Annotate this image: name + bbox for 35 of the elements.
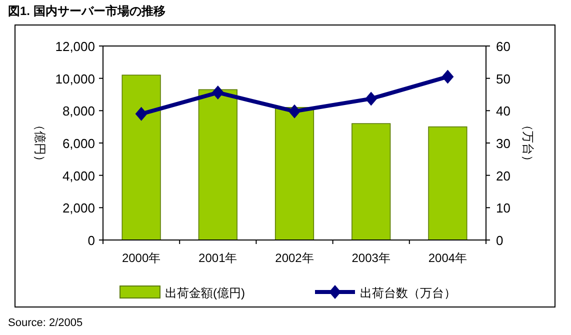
bar: [428, 126, 468, 240]
point: [135, 106, 148, 121]
y-tick-label: 0: [88, 233, 95, 248]
y2-tick-label: 30: [496, 136, 510, 151]
y-axis-title: （億円）: [33, 119, 47, 167]
y2-tick-label: 10: [496, 200, 510, 216]
chart-title: 図1. 国内サーバー市場の推移: [8, 4, 166, 18]
legend-label: 出荷金額(億円): [165, 286, 245, 300]
x-tick-label: 2000年: [122, 251, 161, 265]
y2-tick-label: 50: [496, 71, 510, 86]
legend-label: 出荷台数（万台）: [360, 286, 456, 300]
bar: [122, 74, 161, 240]
y-tick-label: 12,000: [55, 39, 95, 54]
y2-tick-label: 60: [496, 39, 510, 54]
y-tick-label: 10,000: [55, 71, 95, 86]
x-tick-label: 2004年: [428, 251, 468, 265]
source-note: Source: 2/2005: [8, 317, 83, 329]
bar: [352, 123, 391, 240]
x-tick-label: 2003年: [352, 251, 390, 265]
y2-tick-label: 20: [496, 168, 510, 184]
y2-tick-label: 0: [496, 233, 504, 248]
y2-tick-label: 40: [496, 104, 510, 119]
x-tick-label: 2001年: [198, 251, 238, 265]
y-tick-label: 2,000: [62, 200, 95, 216]
y2-axis-title: （万台）: [521, 119, 535, 167]
y-tick-label: 4,000: [62, 168, 95, 184]
bar: [274, 107, 314, 240]
bar: [198, 89, 238, 240]
point: [365, 92, 378, 106]
point: [442, 70, 454, 84]
y-tick-label: 8,000: [62, 104, 95, 119]
y-tick-label: 6,000: [62, 136, 95, 151]
point: [212, 86, 224, 100]
x-tick-label: 2002年: [275, 251, 314, 265]
point: [288, 104, 300, 118]
